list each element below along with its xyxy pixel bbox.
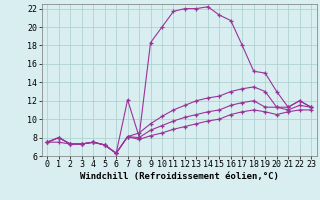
X-axis label: Windchill (Refroidissement éolien,°C): Windchill (Refroidissement éolien,°C) [80,172,279,181]
